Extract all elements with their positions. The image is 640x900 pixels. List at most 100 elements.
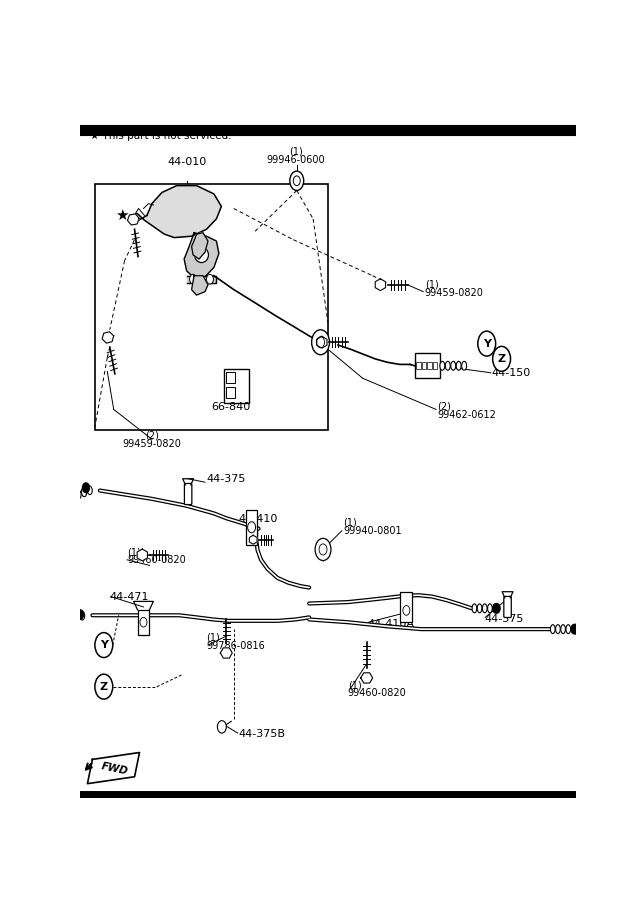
Polygon shape bbox=[184, 233, 219, 278]
Polygon shape bbox=[88, 752, 140, 784]
Ellipse shape bbox=[70, 492, 76, 500]
Ellipse shape bbox=[493, 604, 497, 613]
Text: Y: Y bbox=[100, 640, 108, 650]
Ellipse shape bbox=[58, 614, 63, 623]
Text: ★ This part is not serviced.: ★ This part is not serviced. bbox=[90, 130, 232, 140]
FancyBboxPatch shape bbox=[184, 483, 192, 505]
Ellipse shape bbox=[80, 611, 84, 620]
Polygon shape bbox=[102, 332, 114, 343]
Polygon shape bbox=[191, 275, 208, 295]
Text: (1): (1) bbox=[343, 518, 356, 527]
Polygon shape bbox=[187, 275, 216, 283]
Text: (1): (1) bbox=[289, 147, 303, 157]
Bar bbox=[422, 363, 426, 369]
Bar bbox=[138, 609, 150, 634]
Ellipse shape bbox=[556, 625, 560, 634]
Bar bbox=[433, 363, 437, 369]
Text: ★: ★ bbox=[115, 208, 129, 223]
Text: 44-410A: 44-410A bbox=[367, 619, 415, 629]
Ellipse shape bbox=[561, 625, 565, 634]
Circle shape bbox=[315, 538, 331, 561]
Circle shape bbox=[218, 721, 227, 734]
Text: (1): (1) bbox=[207, 633, 220, 643]
Text: (2): (2) bbox=[145, 430, 159, 441]
Ellipse shape bbox=[550, 625, 555, 634]
Bar bbox=[428, 363, 431, 369]
Circle shape bbox=[248, 522, 255, 533]
Circle shape bbox=[312, 329, 330, 355]
Bar bbox=[246, 510, 257, 544]
Circle shape bbox=[95, 674, 113, 699]
Text: 44-410: 44-410 bbox=[239, 514, 278, 524]
Text: Y: Y bbox=[483, 338, 491, 348]
Circle shape bbox=[207, 274, 213, 284]
FancyBboxPatch shape bbox=[504, 597, 511, 617]
Ellipse shape bbox=[461, 362, 467, 370]
Ellipse shape bbox=[195, 248, 209, 263]
Text: 99940-0801: 99940-0801 bbox=[343, 526, 401, 536]
Polygon shape bbox=[250, 536, 257, 544]
Circle shape bbox=[290, 171, 304, 191]
Ellipse shape bbox=[69, 613, 74, 621]
Text: 99786-0816: 99786-0816 bbox=[207, 642, 265, 652]
Ellipse shape bbox=[451, 362, 456, 370]
Circle shape bbox=[83, 483, 90, 492]
Bar bbox=[416, 363, 420, 369]
Text: 99462-0612: 99462-0612 bbox=[437, 410, 496, 419]
Bar bbox=[401, 591, 412, 622]
Bar bbox=[226, 387, 235, 399]
Ellipse shape bbox=[477, 604, 482, 613]
Ellipse shape bbox=[63, 613, 68, 622]
Polygon shape bbox=[137, 549, 147, 561]
Text: 44-010: 44-010 bbox=[167, 157, 206, 166]
Polygon shape bbox=[375, 279, 385, 291]
Ellipse shape bbox=[483, 604, 487, 613]
Polygon shape bbox=[361, 673, 372, 683]
Text: 99460-0820: 99460-0820 bbox=[348, 688, 406, 698]
Ellipse shape bbox=[566, 625, 571, 634]
Circle shape bbox=[403, 606, 410, 616]
Circle shape bbox=[493, 346, 511, 372]
Ellipse shape bbox=[440, 362, 445, 370]
Text: 99946-0600: 99946-0600 bbox=[266, 155, 325, 165]
Bar bbox=[95, 184, 328, 430]
Bar bbox=[224, 369, 248, 402]
Text: 99459-0820: 99459-0820 bbox=[425, 288, 484, 298]
Bar bbox=[226, 372, 235, 383]
Text: 44-375: 44-375 bbox=[484, 615, 524, 625]
Text: 66-840: 66-840 bbox=[212, 401, 251, 412]
Circle shape bbox=[95, 633, 113, 658]
Text: Z: Z bbox=[497, 354, 506, 364]
Polygon shape bbox=[191, 233, 208, 259]
Polygon shape bbox=[220, 648, 232, 658]
Ellipse shape bbox=[472, 604, 477, 613]
Text: 99460-0820: 99460-0820 bbox=[127, 555, 186, 565]
Text: 44-150: 44-150 bbox=[492, 368, 531, 378]
Text: (1): (1) bbox=[348, 680, 362, 690]
Circle shape bbox=[293, 176, 300, 185]
Ellipse shape bbox=[488, 604, 492, 613]
Circle shape bbox=[478, 331, 495, 356]
Circle shape bbox=[189, 274, 196, 284]
Text: 99459-0820: 99459-0820 bbox=[122, 439, 181, 449]
Polygon shape bbox=[317, 337, 327, 348]
Circle shape bbox=[319, 544, 327, 555]
Bar bbox=[415, 354, 440, 378]
Circle shape bbox=[572, 625, 579, 634]
Text: 44-471: 44-471 bbox=[110, 591, 149, 601]
Ellipse shape bbox=[81, 488, 86, 497]
Polygon shape bbox=[134, 185, 221, 238]
Ellipse shape bbox=[571, 625, 576, 634]
Text: (1): (1) bbox=[127, 547, 141, 557]
Ellipse shape bbox=[445, 362, 450, 370]
Ellipse shape bbox=[456, 362, 461, 370]
Text: (1): (1) bbox=[425, 280, 438, 290]
Text: 44-375: 44-375 bbox=[207, 473, 246, 483]
Text: Z: Z bbox=[100, 681, 108, 692]
Circle shape bbox=[140, 617, 147, 627]
Text: 44-375B: 44-375B bbox=[239, 730, 285, 740]
Ellipse shape bbox=[87, 486, 92, 495]
Circle shape bbox=[77, 609, 83, 619]
Ellipse shape bbox=[76, 490, 81, 499]
Ellipse shape bbox=[65, 494, 70, 503]
